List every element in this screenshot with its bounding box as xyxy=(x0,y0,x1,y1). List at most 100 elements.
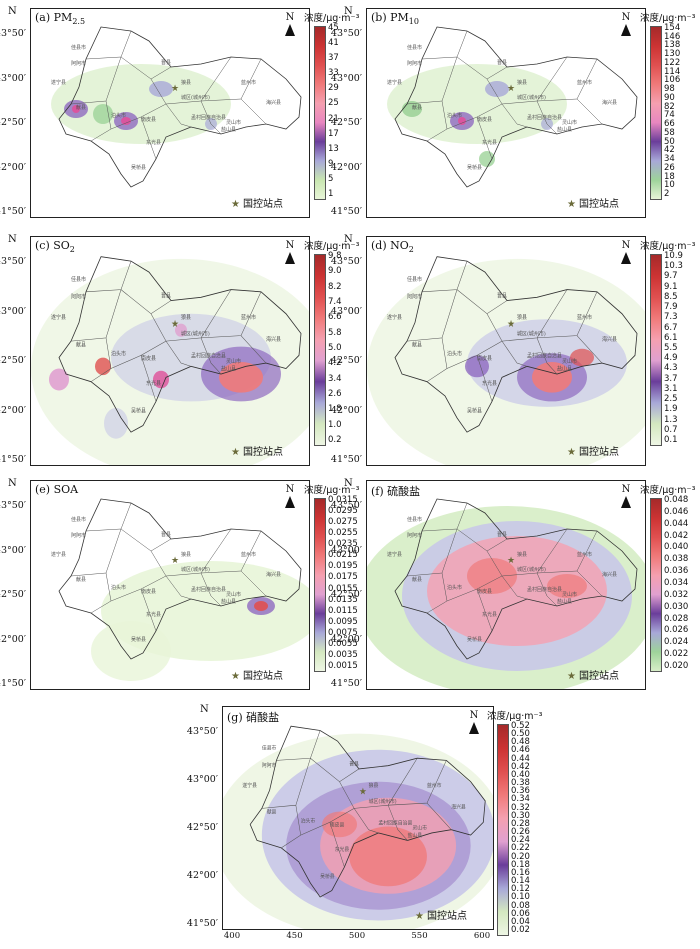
county-boundary xyxy=(165,575,192,600)
x-tick-label: 550 xyxy=(411,931,428,941)
north-label: N xyxy=(621,12,631,23)
latitude-label: 42°50′ xyxy=(330,589,362,600)
concentration-blob xyxy=(485,81,509,97)
county-label: 南皮县 xyxy=(477,588,492,595)
latitude-label: 43°00′ xyxy=(0,544,26,556)
legend-tick: 0.12 xyxy=(511,884,530,895)
county-label: 灵山市 xyxy=(412,825,427,832)
latitude-label: 42°00′ xyxy=(0,633,26,645)
legend-title: 浓度/μg·m⁻³ xyxy=(640,241,696,252)
county-boundary xyxy=(387,805,408,841)
county-boundary xyxy=(446,550,503,602)
county-label: 阿阿市 xyxy=(407,292,422,300)
legend-tick: 25 xyxy=(328,98,339,109)
legend-ticks: 0.52 0.50 0.48 0.46 0.44 0.42 0.40 0.38 0.36 0.34… xyxy=(511,722,551,934)
county-label: 阿阿市 xyxy=(71,532,86,539)
legend-tick: 9.7 xyxy=(664,271,678,282)
legend-tick: 0.24 xyxy=(511,835,530,846)
concentration-blob xyxy=(387,64,567,144)
county-label: 孟村回族自治县 xyxy=(527,114,562,121)
legend-tick: 0.034 xyxy=(664,578,689,588)
region-outline xyxy=(58,498,302,660)
county-label: 晋县 xyxy=(349,762,359,768)
legend-tick: 5.0 xyxy=(328,343,342,353)
concentration-blob xyxy=(175,323,187,337)
county-label: 盐山县 xyxy=(221,126,236,133)
county-label: 泊头市 xyxy=(111,112,126,119)
legend-tick: 7.4 xyxy=(328,297,342,307)
county-label: 盐山县 xyxy=(221,364,236,372)
station-legend-label: 国控站点 xyxy=(578,671,619,682)
concentration-blob xyxy=(121,117,131,125)
county-label: 狼县 xyxy=(369,782,379,789)
county-label: 南皮县 xyxy=(141,588,156,595)
legend-tick: 1 xyxy=(328,189,334,199)
legend-tick: 41 xyxy=(328,38,339,49)
county-label: 阿阿市 xyxy=(262,762,277,769)
legend-tick: 0.028 xyxy=(664,613,689,624)
legend-tick: 0.30 xyxy=(511,810,530,821)
legend-colorbar xyxy=(314,26,326,200)
legend-tick: 0.38 xyxy=(511,778,530,789)
concentration-blob xyxy=(149,81,173,97)
county-label: 海兴县 xyxy=(451,803,466,810)
concentration-blob xyxy=(153,370,169,389)
legend-tick: 0.46 xyxy=(511,745,530,756)
county-label: 泊头市 xyxy=(111,349,126,357)
county-label: 晋县 xyxy=(161,60,171,66)
legend-tick: 106 xyxy=(664,75,681,86)
legend-tick: 0.0215 xyxy=(328,550,358,561)
county-label: 献县 xyxy=(267,809,277,816)
north-label: N xyxy=(285,12,295,23)
panel-label-sub: 2 xyxy=(408,245,414,255)
county-label: 遂宁县 xyxy=(51,79,66,86)
latitude-label: 43°00′ xyxy=(330,72,362,84)
county-label: 海兴县 xyxy=(602,335,617,343)
legend-tick: 10.9 xyxy=(664,251,683,261)
latitude-label: 43°50′ xyxy=(330,28,362,39)
legend-tick: 0.14 xyxy=(511,876,530,887)
legend-tick: 0.020 xyxy=(664,661,689,671)
region-outline xyxy=(394,498,638,660)
county-label: 东光县 xyxy=(146,611,161,618)
county-label: 狼县 xyxy=(181,313,191,321)
legend-tick: 1.9 xyxy=(664,404,678,415)
legend-colorbar xyxy=(650,498,662,672)
legend-tick: 0.0175 xyxy=(328,572,358,583)
north-label: N xyxy=(621,484,631,495)
legend-tick: 0.0055 xyxy=(328,638,358,649)
county-label: 盐山县 xyxy=(221,598,236,605)
county-label: 孟村回族自治县 xyxy=(378,819,412,826)
county-label: 吴桥县 xyxy=(131,164,146,171)
county-boundary xyxy=(446,78,503,130)
county-label: 东光县 xyxy=(482,139,497,146)
north-arrowhead xyxy=(285,252,295,264)
legend-tick: 0.0115 xyxy=(328,605,358,616)
panel-label-text: (c) SO xyxy=(35,239,70,252)
county-label: 盐山县 xyxy=(557,364,572,372)
star-icon: ★ xyxy=(231,447,240,458)
station-marker: ★ xyxy=(171,319,179,330)
county-label: 城区(城州市) xyxy=(181,94,210,101)
county-label: 狼县 xyxy=(181,79,191,86)
panel-label: (e) SOA xyxy=(35,483,78,496)
county-label: 盐山县 xyxy=(408,832,423,839)
county-boundary xyxy=(200,100,222,135)
star-icon: ★ xyxy=(567,447,576,458)
latitude-label: 41°50′ xyxy=(330,454,362,465)
county-boundary xyxy=(240,335,267,364)
legend-colorbar xyxy=(314,498,326,672)
county-label: 佳县市 xyxy=(262,744,277,751)
latitude-label: 42°00′ xyxy=(330,633,362,645)
latitude-label: 43°50′ xyxy=(330,256,362,267)
legend-colorbar xyxy=(314,254,326,446)
station-marker: ★ xyxy=(507,319,515,330)
legend-tick: 6.7 xyxy=(664,322,678,333)
latitude-label: 43°00′ xyxy=(330,305,362,317)
latitude-label: 43°50′ xyxy=(0,256,26,267)
county-boundary xyxy=(165,103,192,128)
latitude-label: 42°50′ xyxy=(186,822,218,833)
concentration-blob xyxy=(547,574,587,598)
